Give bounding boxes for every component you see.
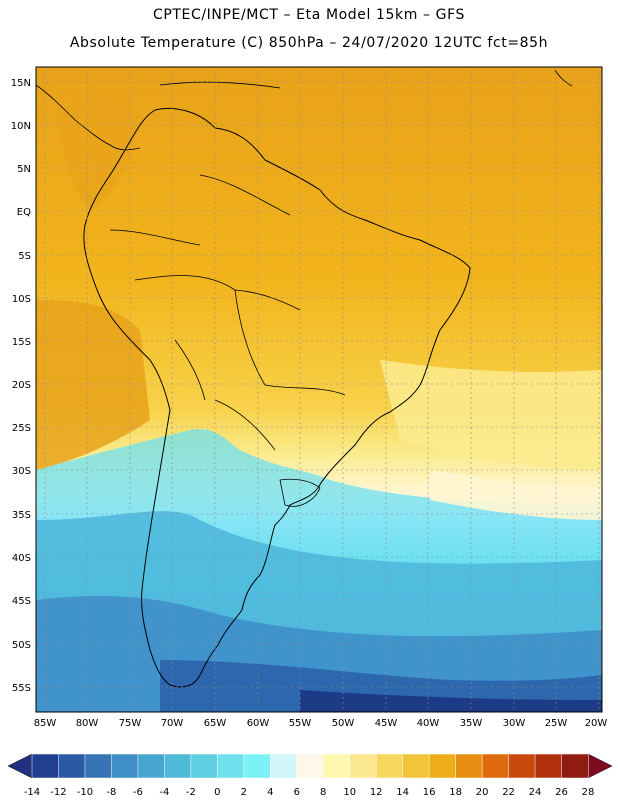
lon-label: 20W: [585, 718, 608, 729]
central-america-outline: [35, 69, 573, 151]
colorbar-swatch: [534, 753, 563, 779]
lat-label: 30S: [12, 466, 31, 477]
colorbar-swatch: [164, 753, 192, 779]
lat-label: 20S: [12, 380, 31, 391]
colorbar-label: 22: [502, 787, 515, 798]
chart-title-line-2: Absolute Temperature (C) 850hPa – 24/07/…: [69, 35, 549, 51]
lon-label: 85W: [34, 718, 57, 729]
colorbar-swatch: [402, 753, 430, 779]
colorbar-swatch: [190, 753, 218, 779]
lat-label: 35S: [12, 510, 31, 521]
colorbar-left-arrow: [7, 753, 33, 779]
colorbar-label: 26: [555, 787, 568, 798]
lat-label: 50S: [12, 640, 31, 651]
lon-label: 70W: [161, 718, 184, 729]
lat-label: 40S: [12, 553, 31, 564]
colorbar-swatch: [58, 753, 86, 779]
colorbar-label: 16: [423, 787, 436, 798]
colorbar-swatch: [349, 753, 377, 779]
colorbar-label: -14: [24, 787, 40, 798]
lat-label: 5N: [17, 164, 31, 175]
lat-label: EQ: [17, 207, 31, 218]
colorbar-swatch: [111, 753, 139, 779]
chart-title-line-1: CPTEC/INPE/MCT – Eta Model 15km – GFS: [152, 7, 466, 23]
lat-label: 5S: [18, 251, 31, 262]
lat-label: 45S: [12, 596, 31, 607]
colorbar-swatch: [137, 753, 165, 779]
colorbar-label: 0: [214, 787, 220, 798]
colorbar-label: 8: [320, 787, 326, 798]
colorbar-label: -2: [186, 787, 196, 798]
lat-label: 10N: [11, 121, 31, 132]
lon-label: 45W: [375, 718, 398, 729]
colorbar-swatch: [508, 753, 536, 779]
colorbar-label: 28: [582, 787, 595, 798]
field-overlays: [36, 96, 602, 712]
colorbar-label: 14: [396, 787, 409, 798]
colorbar-swatch: [270, 753, 298, 779]
lat-label: 15N: [11, 78, 31, 89]
colorbar-swatch: [31, 753, 60, 779]
south-america-outline: [83, 107, 471, 688]
country-borders: [109, 174, 346, 507]
lon-label: 25W: [545, 718, 568, 729]
colorbar-label: -12: [50, 787, 66, 798]
lon-label: 60W: [247, 718, 270, 729]
colorbar-label: 24: [529, 787, 542, 798]
lon-label: 65W: [204, 718, 227, 729]
colorbar-label: 4: [267, 787, 273, 798]
lon-label: 35W: [460, 718, 483, 729]
colorbar-swatch: [455, 753, 483, 779]
colorbar-label: 10: [343, 787, 356, 798]
colorbar-label: 2: [241, 787, 247, 798]
colorbar-swatch: [84, 753, 112, 779]
colorbar-swatch: [296, 753, 324, 779]
colorbar: -14 -12 -10 -8 -6 -4 -2 0 2 4 6 8 10 12 14 16 18 20 22 24 26…: [7, 753, 613, 798]
lat-label: 15S: [12, 337, 31, 348]
colorbar-label: 18: [449, 787, 462, 798]
colorbar-label: -8: [106, 787, 116, 798]
colorbar-swatch: [428, 753, 457, 779]
colorbar-right-arrow: [587, 753, 613, 779]
lat-label: 55S: [12, 683, 31, 694]
colorbar-label: 12: [370, 787, 383, 798]
lon-label: 55W: [289, 718, 312, 729]
longitude-labels: 85W 80W 75W 70W 65W 60W 55W 50W 45W 40W …: [34, 718, 608, 729]
colorbar-label: -4: [159, 787, 169, 798]
lon-label: 50W: [332, 718, 355, 729]
colorbar-label: 20: [476, 787, 489, 798]
colorbar-label: -6: [133, 787, 143, 798]
lon-label: 30W: [503, 718, 526, 729]
colorbar-swatch: [217, 753, 245, 779]
colorbar-swatch: [375, 753, 404, 779]
colorbar-label: 6: [294, 787, 300, 798]
lon-label: 75W: [119, 718, 142, 729]
lat-label: 10S: [12, 294, 31, 305]
lat-label: 25S: [12, 423, 31, 434]
colorbar-swatch: [322, 753, 351, 779]
lon-label: 80W: [76, 718, 99, 729]
colorbar-label: -10: [77, 787, 93, 798]
map-frame: [35, 66, 603, 713]
colorbar-swatch: [561, 753, 589, 779]
lon-label: 40W: [417, 718, 440, 729]
latitude-labels: 15N 10N 5N EQ 5S 10S 15S 20S 25S 30S 35S…: [11, 78, 31, 694]
grid-lines: [36, 67, 602, 712]
colorbar-swatch: [243, 753, 271, 779]
colorbar-swatch: [481, 753, 510, 779]
